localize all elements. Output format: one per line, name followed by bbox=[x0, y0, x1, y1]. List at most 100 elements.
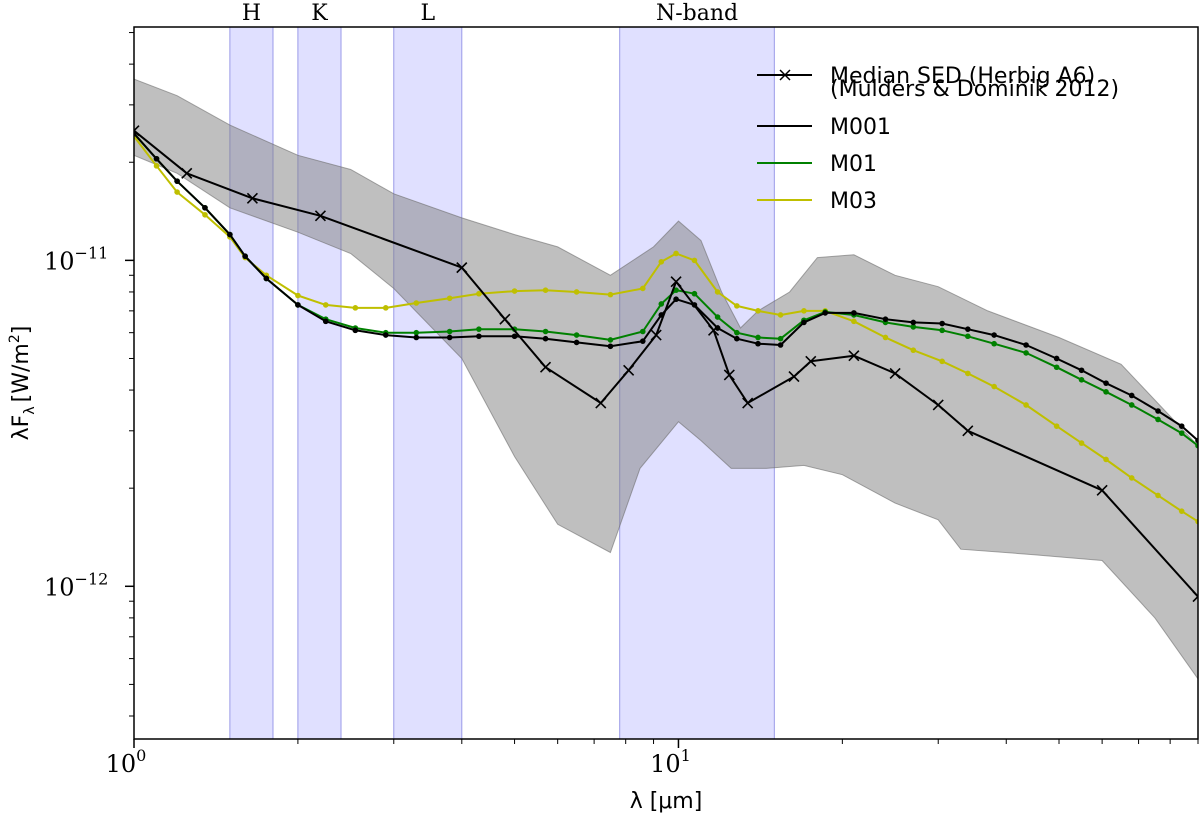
band-label-l: L bbox=[420, 1, 435, 26]
point-m03-14 bbox=[511, 288, 518, 294]
y-axis-label-sub: λ bbox=[22, 406, 38, 414]
point-m03-9 bbox=[352, 305, 359, 311]
point-m001-1 bbox=[153, 155, 160, 162]
point-m01-15 bbox=[542, 328, 549, 335]
point-m001-3 bbox=[202, 204, 208, 211]
x-tick-label-0: 100 bbox=[106, 746, 147, 778]
point-m001-28 bbox=[851, 310, 857, 316]
point-m03-15 bbox=[542, 287, 549, 293]
point-m03-26 bbox=[801, 308, 807, 314]
point-m001-31 bbox=[939, 320, 945, 327]
point-m03-35 bbox=[1053, 423, 1060, 429]
point-m01-13 bbox=[476, 326, 482, 332]
point-m01-24 bbox=[755, 334, 761, 341]
point-m03-3 bbox=[202, 211, 208, 218]
point-m001-34 bbox=[1023, 342, 1029, 348]
point-m01-21 bbox=[691, 290, 698, 297]
legend: Median SED (Herbig A6) (Mulders & Domini… bbox=[757, 64, 1119, 214]
point-median-sed-herbig-a6-21 bbox=[1192, 591, 1198, 603]
point-m03-22 bbox=[714, 289, 721, 295]
point-m03-34 bbox=[1023, 402, 1029, 408]
point-m001-6 bbox=[263, 275, 270, 282]
point-m01-30 bbox=[910, 324, 917, 330]
y-tick-label-0: 10−11 bbox=[44, 243, 108, 275]
point-median-sed-herbig-a6-6 bbox=[539, 361, 552, 373]
point-m001-18 bbox=[639, 338, 646, 344]
series-line-median-sed-herbig-a6 bbox=[134, 129, 1198, 598]
point-m001-40 bbox=[1178, 423, 1185, 429]
point-m01-18 bbox=[639, 328, 646, 335]
point-median-sed-herbig-a6-2 bbox=[246, 192, 258, 204]
point-m03-20 bbox=[673, 250, 679, 257]
band-label-k: K bbox=[311, 1, 328, 26]
point-median-sed-herbig-a6-0 bbox=[134, 125, 140, 137]
point-m01-31 bbox=[939, 327, 945, 334]
point-median-sed-herbig-a6-9 bbox=[650, 329, 662, 341]
point-m03-21 bbox=[691, 257, 698, 264]
point-m001-24 bbox=[755, 340, 761, 347]
point-m03-2 bbox=[174, 189, 180, 195]
point-m03-38 bbox=[1128, 475, 1135, 481]
point-m03-24 bbox=[755, 308, 761, 314]
median-sed-range-band bbox=[134, 78, 1198, 680]
point-m001-4 bbox=[227, 231, 233, 238]
point-median-sed-herbig-a6-15 bbox=[805, 355, 817, 367]
point-median-sed-herbig-a6-5 bbox=[499, 313, 511, 325]
point-m03-28 bbox=[851, 318, 857, 325]
legend-label-reference: (Mulders & Dominik 2012) bbox=[830, 77, 1119, 102]
point-m001-26 bbox=[801, 319, 807, 326]
point-m001-20 bbox=[673, 296, 679, 303]
point-m03-32 bbox=[965, 370, 971, 377]
point-median-sed-herbig-a6-17 bbox=[889, 367, 901, 379]
point-m03-11 bbox=[413, 300, 420, 306]
point-m001-10 bbox=[382, 332, 389, 338]
point-m001-33 bbox=[991, 332, 997, 338]
series-line-m03 bbox=[134, 135, 1198, 523]
point-m001-5 bbox=[242, 253, 248, 259]
point-m001-29 bbox=[882, 316, 889, 322]
point-m001-27 bbox=[822, 310, 828, 316]
point-m001-36 bbox=[1078, 367, 1085, 374]
point-m001-7 bbox=[295, 302, 301, 308]
point-m01-32 bbox=[965, 333, 971, 340]
y-axis-label-main: λF bbox=[9, 415, 34, 441]
point-m001-23 bbox=[734, 335, 740, 342]
point-m03-25 bbox=[777, 312, 784, 318]
point-m03-13 bbox=[476, 290, 482, 297]
point-m01-37 bbox=[1103, 389, 1109, 395]
point-m001-15 bbox=[542, 335, 549, 342]
point-m03-7 bbox=[295, 292, 301, 299]
point-median-sed-herbig-a6-13 bbox=[742, 397, 754, 409]
legend-label-median: Median SED (Herbig A6) bbox=[830, 64, 1095, 89]
point-m001-32 bbox=[965, 326, 971, 332]
point-median-sed-herbig-a6-10 bbox=[670, 276, 682, 288]
point-m001-39 bbox=[1155, 408, 1161, 414]
point-m001-16 bbox=[573, 339, 580, 346]
band-l bbox=[393, 27, 463, 739]
y-tick-label-1: 10−12 bbox=[44, 569, 108, 601]
point-m01-23 bbox=[734, 329, 740, 336]
point-m01-33 bbox=[991, 340, 997, 347]
point-m01-40 bbox=[1178, 430, 1185, 436]
point-m03-29 bbox=[882, 334, 889, 341]
band-label-h: H bbox=[242, 1, 261, 26]
point-m01-38 bbox=[1128, 402, 1135, 408]
point-median-sed-herbig-a6-1 bbox=[181, 167, 193, 179]
point-m01-16 bbox=[573, 332, 580, 338]
point-m03-1 bbox=[153, 163, 160, 169]
point-m03-19 bbox=[658, 258, 665, 265]
point-m03-31 bbox=[939, 358, 945, 365]
point-m03-36 bbox=[1078, 440, 1085, 446]
x-axis-label: λ [μm] bbox=[630, 789, 703, 814]
point-m001-35 bbox=[1053, 355, 1060, 362]
point-m01-34 bbox=[1023, 350, 1029, 356]
point-m001-30 bbox=[910, 319, 917, 326]
point-median-sed-herbig-a6-14 bbox=[788, 371, 800, 383]
point-m001-13 bbox=[476, 333, 482, 340]
point-m01-17 bbox=[607, 337, 614, 343]
point-m001-12 bbox=[446, 334, 453, 341]
point-m01-11 bbox=[413, 329, 420, 336]
point-m03-23 bbox=[734, 303, 740, 309]
point-m03-17 bbox=[607, 291, 614, 298]
